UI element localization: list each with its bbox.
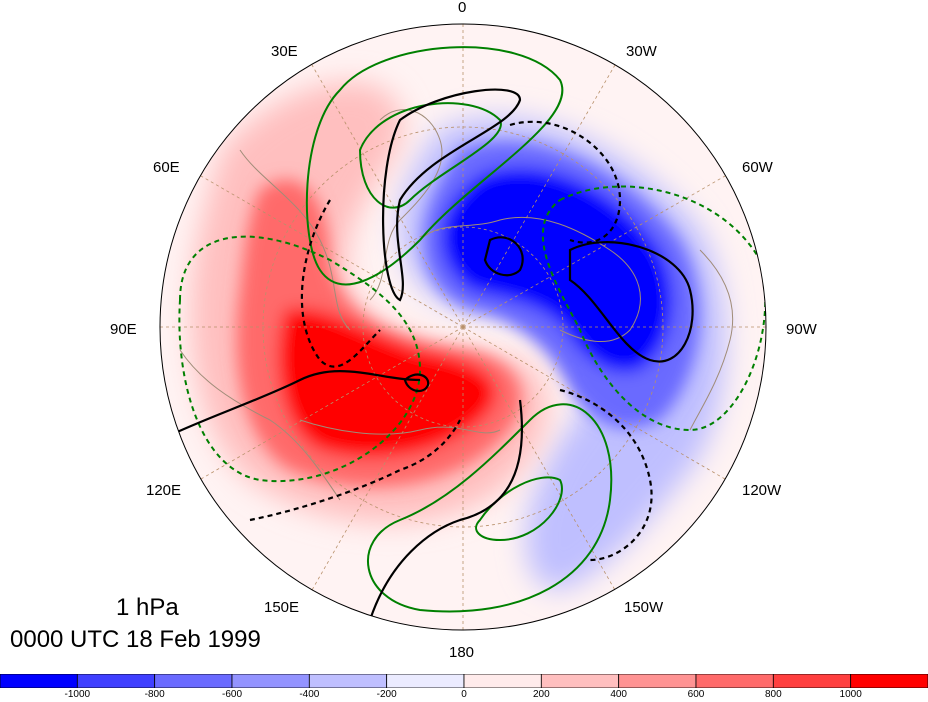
lon-label-30w: 30W (626, 43, 657, 60)
black-contour-solid (483, 236, 524, 277)
colorbar-box (540, 674, 620, 688)
colorbar-tick-label: -1000 (64, 689, 91, 700)
colorbar (0, 674, 928, 688)
colorbar-box (463, 674, 542, 688)
lon-label-0: 0 (458, 0, 467, 16)
map-boundary (159, 23, 767, 631)
colorbar-box (618, 674, 697, 688)
pressure-level-label: 1 hPa (116, 594, 179, 621)
lon-label-30e: 30E (271, 43, 298, 60)
green-contour-solid (305, 46, 564, 286)
black-contour-solid (160, 370, 421, 441)
shading-layer (160, 24, 766, 630)
colorbar-tick-label: 1000 (839, 689, 862, 700)
colorbar-box (308, 674, 388, 688)
lon-label-90w: 90W (786, 321, 817, 338)
lon-label-150e: 150E (264, 599, 300, 616)
colorbar-tick-label: -600 (221, 689, 243, 700)
green-contour-solid (366, 403, 613, 613)
green-contours (178, 46, 766, 613)
colorbar-box (695, 674, 774, 688)
green-contour-dashed (541, 185, 766, 432)
lon-label-120e: 120E (146, 482, 182, 499)
colorbar-box (76, 674, 156, 688)
black-contour-dashed (300, 199, 381, 368)
colorbar-tick-label: -800 (144, 689, 165, 700)
black-contour-solid (368, 399, 523, 621)
colorbar-box (154, 674, 233, 688)
lon-label-150w: 150W (624, 599, 664, 616)
timestamp-label: 0000 UTC 18 Feb 1999 (10, 626, 261, 653)
colorbar-box (772, 674, 852, 688)
colorbar-tick-label: -200 (376, 689, 397, 700)
colorbar-tick-label: -400 (299, 689, 320, 700)
lon-label-60w: 60W (742, 159, 773, 176)
black-contour-dashed (559, 388, 653, 562)
lon-label-120w: 120W (742, 482, 782, 499)
colorbar-tick-label: 400 (610, 689, 627, 700)
lon-label-60e: 60E (153, 159, 180, 176)
lon-label-180: 180 (449, 644, 475, 661)
black-contour-solid (381, 88, 522, 302)
lon-label-90e: 90E (110, 321, 137, 338)
colorbar-tick-label: 200 (532, 689, 550, 700)
colorbar-box (850, 674, 928, 688)
colorbar-tick-label: 800 (764, 689, 782, 700)
black-contour-solid (568, 241, 694, 363)
colorbar-box (386, 674, 465, 688)
colorbar-box (231, 674, 310, 688)
colorbar-tick-label: 0 (461, 689, 467, 700)
colorbar-box (0, 674, 78, 688)
black-contours (160, 88, 694, 621)
colorbar-tick-label: 600 (687, 689, 705, 700)
black-contour-dashed (509, 120, 622, 244)
black-contour-solid (403, 373, 430, 393)
green-contour-solid (475, 476, 563, 542)
graticule (160, 24, 766, 630)
green-contour-solid (358, 102, 502, 209)
